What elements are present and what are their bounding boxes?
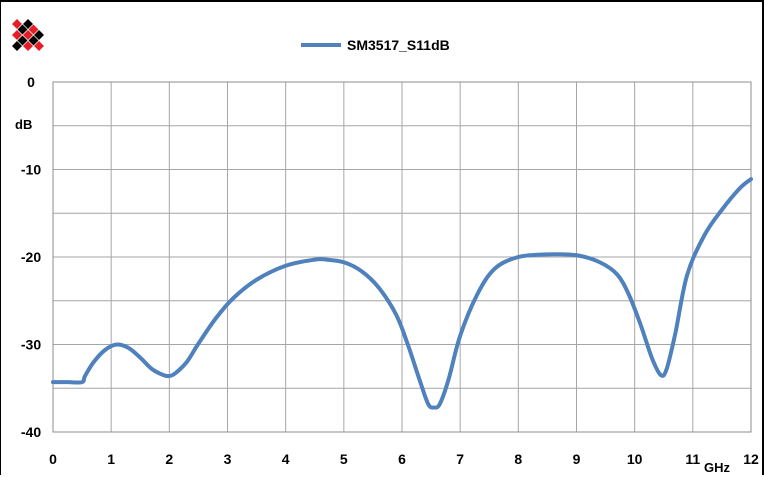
- logo-diamond: [12, 30, 22, 40]
- grid: [52, 81, 752, 433]
- plot-border: [52, 81, 752, 433]
- x-tick-label: 8: [514, 451, 522, 467]
- logo-diamond: [34, 41, 44, 51]
- y-tick-label: -40: [21, 424, 41, 440]
- x-tick-label: 4: [282, 451, 290, 467]
- logo-diamond: [12, 41, 22, 51]
- x-tick-label: 7: [456, 451, 464, 467]
- company-logo: [12, 19, 44, 51]
- x-tick-label: 11: [685, 451, 700, 467]
- x-tick-label: 3: [224, 451, 232, 467]
- x-tick-label: 0: [49, 451, 57, 467]
- logo-diamond: [17, 24, 28, 35]
- y-tick-label: -20: [21, 249, 41, 265]
- y-tick-label: -10: [21, 162, 41, 178]
- x-axis-label: GHz: [704, 460, 731, 475]
- x-tick-label: 12: [743, 451, 759, 467]
- x-tick-label: 9: [573, 451, 581, 467]
- logo-diamond: [34, 30, 44, 40]
- x-tick-label: 10: [627, 451, 643, 467]
- x-tick-label: 2: [165, 451, 173, 467]
- x-tick-label: 6: [398, 451, 406, 467]
- logo-diamond: [28, 24, 39, 35]
- x-axis: 0 1 2 3 4 5 6 7 8 9 10 11 12: [49, 451, 759, 467]
- logo-diamond: [17, 35, 28, 46]
- logo-diamond: [23, 19, 33, 29]
- logo-diamond: [12, 19, 22, 29]
- logo-diamond: [23, 30, 33, 40]
- y-axis-label: dB: [15, 117, 32, 132]
- series-layer: [51, 177, 753, 410]
- plot-area: [52, 81, 752, 433]
- series-line: [51, 177, 753, 410]
- legend-label: SM3517_S11dB: [347, 37, 450, 53]
- y-tick-label: -30: [21, 337, 41, 353]
- x-tick-label: 5: [340, 451, 348, 467]
- y-axis: 0 -10 -20 -30 -40: [21, 74, 41, 440]
- x-tick-label: 1: [107, 451, 115, 467]
- logo-diamond: [23, 41, 33, 51]
- y-tick-label: 0: [27, 74, 35, 90]
- legend: SM3517_S11dB: [301, 37, 450, 53]
- logo-diamond: [28, 35, 39, 46]
